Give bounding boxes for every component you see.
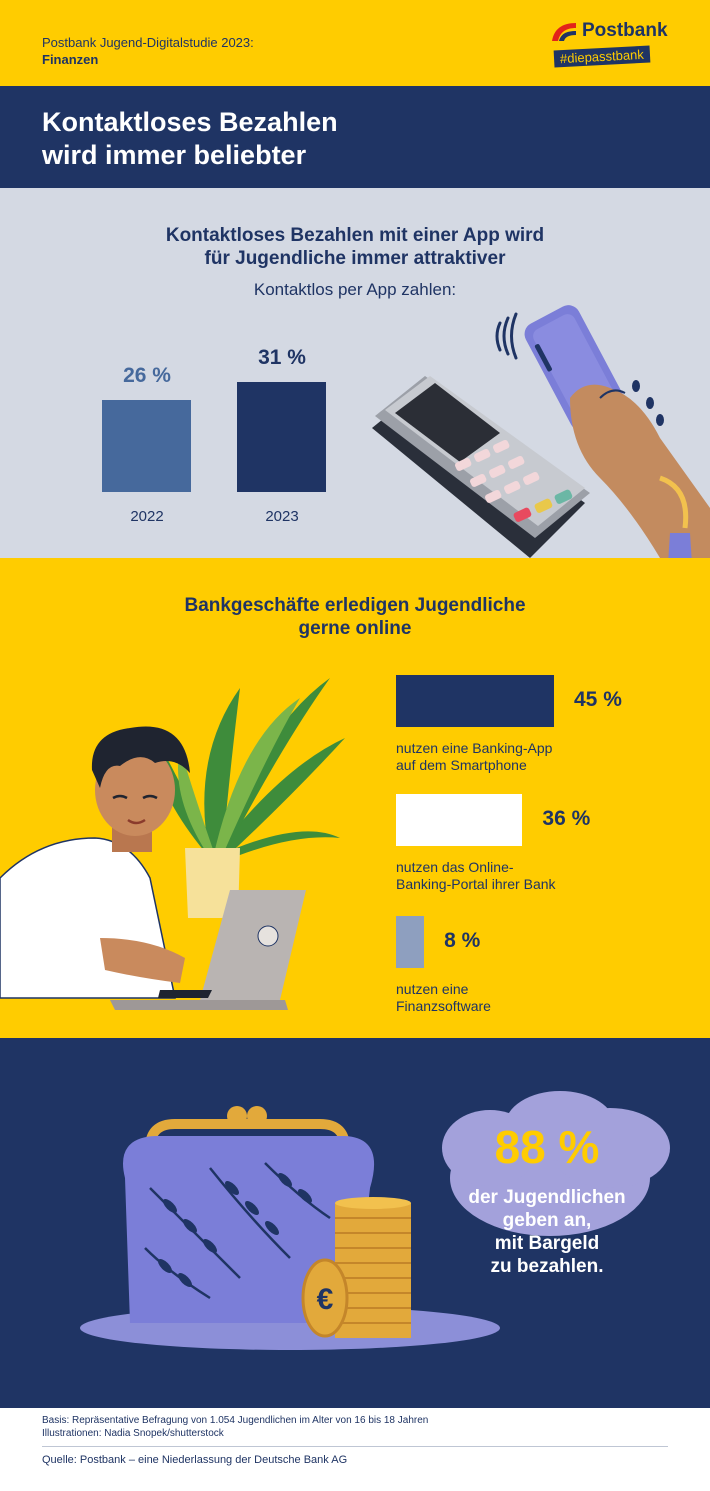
postbank-horn-icon	[552, 23, 576, 41]
man-icon	[0, 726, 190, 999]
payment-terminal-illustration	[372, 305, 710, 558]
header-subtitle-line1: Postbank Jugend-Digitalstudie 2023:	[42, 35, 254, 50]
logo-word: Postbank	[582, 20, 668, 41]
contactless-waves-icon	[495, 312, 518, 360]
postbank-logo[interactable]: Postbank #diepasstbank	[550, 20, 680, 68]
header-subtitle-line2: Finanzen	[42, 52, 99, 67]
hbar-3	[396, 916, 425, 968]
hbar-category-label: nutzen eine Finanzsoftware	[396, 981, 491, 1014]
cloud-icon	[442, 1091, 670, 1236]
wallet-coins-illustration: €	[80, 1091, 670, 1350]
hand-with-phone-icon	[524, 305, 710, 558]
footer-source: Quelle: Postbank – eine Niederlassung de…	[42, 1454, 348, 1466]
section-online-banking: Bankgeschäfte erledigen Jugendliche gern…	[0, 558, 710, 1038]
logo-tag: #diepasstbank	[553, 45, 651, 68]
cash-text: der Jugendlichen geben an, mit Bargeld z…	[468, 1187, 626, 1277]
section1-subheading: Kontaktlos per App zahlen:	[253, 280, 457, 299]
bar-value-label: 26 %	[123, 363, 171, 387]
bar-2023	[237, 382, 326, 492]
page-title: Kontaktloses Bezahlen wird immer beliebt…	[42, 107, 338, 170]
bar-value-label: 31 %	[258, 346, 306, 369]
footer-divider	[42, 1446, 668, 1447]
svg-text:€: €	[317, 1283, 334, 1316]
coin-stack-icon: €	[301, 1197, 411, 1338]
header-subtitle: Postbank Jugend-Digitalstudie 2023: Fina…	[42, 34, 254, 68]
plant-icon	[150, 678, 345, 918]
hbar-2	[396, 794, 523, 846]
bar-2022	[102, 399, 191, 492]
man-with-laptop-illustration	[0, 678, 345, 1010]
hbar-value-label: 36 %	[542, 807, 591, 830]
hbar-category-label: nutzen eine Banking-App auf dem Smartpho…	[396, 740, 553, 773]
hbar-value-label: 45 %	[574, 688, 622, 711]
section1-heading: Kontaktloses Bezahlen mit einer App wird…	[165, 225, 545, 269]
section2-heading: Bankgeschäfte erledigen Jugendliche gern…	[184, 595, 526, 639]
footnote-basis: Basis: Repräsentative Befragung von 1.05…	[42, 1415, 429, 1426]
section-cash: € 88 % der Jugendlichen geben an, mit Ba…	[0, 1038, 710, 1408]
section-contactless: Kontaktloses Bezahlen mit einer App wird…	[0, 188, 710, 558]
terminal-icon	[372, 376, 590, 558]
hbar-value-label: 8 %	[444, 929, 481, 952]
footnote-illustrations: Illustrationen: Nadia Snopek/shutterstoc…	[42, 1428, 224, 1439]
bar-category-label: 2023	[265, 508, 299, 525]
header: Postbank Jugend-Digitalstudie 2023: Fina…	[0, 0, 710, 86]
laptop-icon	[110, 890, 306, 1010]
hbar-1	[396, 675, 554, 727]
cash-percentage: 88 %	[494, 1121, 600, 1173]
hbar-category-label: nutzen das Online- Banking-Portal ihrer …	[396, 859, 556, 892]
title-bar: Kontaktloses Bezahlen wird immer beliebt…	[0, 86, 710, 188]
footer: Basis: Repräsentative Befragung von 1.05…	[0, 1408, 710, 1491]
bar-category-label: 2022	[130, 508, 164, 525]
